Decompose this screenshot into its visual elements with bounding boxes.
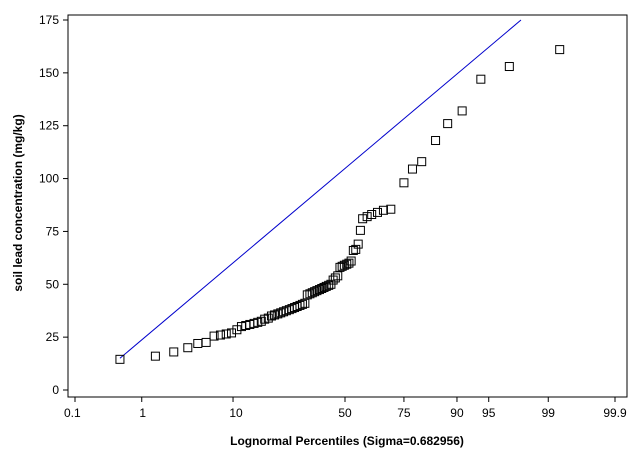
data-point [346, 256, 356, 266]
data-point [115, 354, 125, 364]
data-point [232, 325, 242, 335]
data-point [297, 299, 307, 309]
data-point [348, 245, 358, 255]
data-point [353, 239, 363, 249]
data-point [169, 347, 179, 357]
y-tick-label: 175 [39, 13, 59, 27]
data-point [305, 289, 315, 299]
x-tick-label: 99 [542, 406, 556, 420]
data-point [344, 258, 354, 268]
x-tick-label: 10 [229, 406, 243, 420]
data-point [476, 74, 486, 84]
y-tick-label: 50 [46, 277, 60, 291]
x-tick-label: 0.1 [64, 406, 81, 420]
data-point [295, 300, 305, 310]
data-point [201, 337, 211, 347]
data-point [407, 164, 417, 174]
y-axis: 0 25 50 75 100 125 150 175 [39, 13, 68, 397]
data-point [270, 310, 280, 320]
x-tick-label: 90 [450, 406, 464, 420]
data-point [266, 311, 276, 321]
data-point [417, 157, 427, 167]
plot-area [115, 19, 565, 364]
data-point [307, 288, 317, 298]
data-point [302, 290, 312, 300]
data-point [276, 308, 286, 318]
y-tick-label: 0 [52, 383, 59, 397]
y-tick-label: 75 [46, 224, 60, 238]
data-point [367, 210, 377, 220]
data-point [150, 351, 160, 361]
data-point [227, 328, 237, 338]
data-point [355, 225, 365, 235]
data-point [330, 273, 340, 283]
data-point [273, 309, 283, 319]
data-point [337, 261, 347, 271]
data-point [310, 287, 320, 297]
data-point [221, 329, 231, 339]
data-point [378, 205, 388, 215]
y-tick-label: 150 [39, 66, 59, 80]
data-point [386, 204, 396, 214]
data-point [215, 330, 225, 340]
data-point [193, 338, 203, 348]
data-point [504, 62, 514, 72]
data-point [317, 284, 327, 294]
data-point [321, 281, 331, 291]
data-point [183, 343, 193, 353]
y-tick-label: 125 [39, 119, 59, 133]
data-point [351, 244, 361, 254]
x-tick-label: 95 [482, 406, 496, 420]
x-tick-label: 99.9 [603, 406, 627, 420]
data-point [362, 212, 372, 222]
fit-line [119, 19, 522, 359]
data-point [372, 207, 382, 217]
y-axis-title: soil lead concentration (mg/kg) [11, 114, 25, 291]
data-point [263, 313, 273, 323]
y-tick-label: 100 [39, 172, 59, 186]
y-tick-label: 25 [46, 330, 60, 344]
x-tick-label: 1 [139, 406, 146, 420]
x-tick-label: 75 [397, 406, 411, 420]
x-axis-title: Lognormal Percentiles (Sigma=0.682956) [230, 434, 464, 448]
data-point [555, 45, 565, 55]
x-tick-label: 50 [338, 406, 352, 420]
data-point [319, 282, 329, 292]
data-point [431, 136, 441, 146]
data-point [314, 285, 324, 295]
data-point [312, 286, 322, 296]
data-point [256, 316, 266, 326]
data-point [399, 178, 409, 188]
data-point [457, 106, 467, 116]
x-axis: 0.1 1 10 50 75 90 95 99 99.9 [64, 397, 627, 420]
data-point [209, 331, 219, 341]
plot-frame [67, 14, 628, 398]
data-point [443, 119, 453, 129]
